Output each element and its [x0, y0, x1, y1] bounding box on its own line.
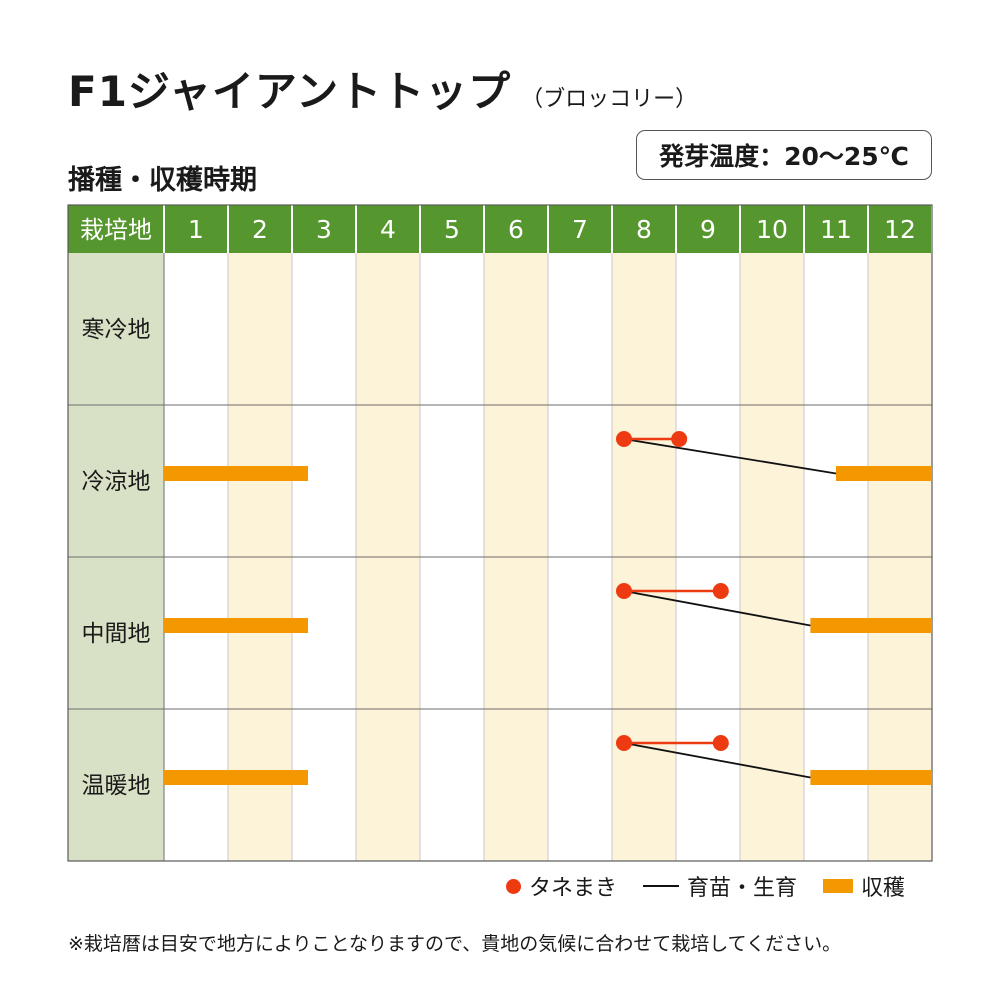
product-title: F1ジャイアントトップ	[68, 67, 512, 116]
region-label: 寒冷地	[82, 317, 151, 343]
harvest-bar	[810, 770, 932, 785]
month-tick-label: 12	[884, 215, 916, 244]
legend: タネまき 育苗・生育 収穫	[506, 870, 905, 902]
legend-sowing-label: タネまき	[529, 876, 618, 901]
month-tick-label: 4	[380, 215, 396, 244]
harvest-bar	[810, 618, 932, 633]
harvest-bar-icon	[823, 879, 854, 893]
month-tick-label: 1	[188, 215, 204, 244]
product-subtitle: （ブロッコリー）	[521, 87, 698, 112]
row-label-cell	[68, 557, 164, 709]
header-row	[68, 205, 932, 253]
month-tick-label: 3	[316, 215, 332, 244]
chart-border	[67, 204, 933, 862]
germination-temp-badge: 発芽温度：20〜25℃	[636, 130, 932, 180]
germination-temp-text: 発芽温度：20〜25℃	[659, 142, 909, 171]
sowing-dot	[616, 583, 632, 599]
footnote: ※栽培暦は目安で地方によりことなりますので、貴地の気候に合わせて栽培してください…	[68, 933, 842, 955]
sowing-dot	[616, 431, 632, 447]
legend-sowing: タネまき	[506, 870, 617, 902]
growth-line	[623, 438, 837, 475]
harvest-bar	[164, 466, 308, 481]
legend-harvest-label: 収穫	[861, 876, 906, 901]
row-label-cell	[68, 405, 164, 557]
nursery-end-dot	[671, 431, 688, 447]
harvest-bar	[164, 618, 308, 633]
nursery-end-dot	[712, 735, 729, 751]
month-tick-label: 7	[572, 215, 588, 244]
growth-line	[623, 742, 811, 779]
legend-nursery-label: 育苗・生育	[687, 876, 798, 901]
month-tick-label: 5	[444, 215, 460, 244]
section-title: 播種・収穫時期	[68, 165, 257, 196]
harvest-bar	[836, 466, 932, 481]
row-label-cell	[68, 709, 164, 861]
region-label: 温暖地	[82, 773, 151, 799]
row-label-cell	[68, 253, 164, 405]
sowing-dot-icon	[506, 878, 521, 894]
legend-harvest: 収穫	[823, 870, 905, 902]
chart-title-block: F1ジャイアントトップ （ブロッコリー）	[68, 58, 697, 119]
growth-line-icon	[643, 885, 680, 887]
month-tick-label: 9	[700, 215, 716, 244]
month-tick-label: 6	[508, 215, 524, 244]
month-tick-label: 2	[252, 215, 268, 244]
month-tick-label: 10	[756, 215, 788, 244]
sowing-dot	[616, 735, 632, 751]
region-label: 中間地	[82, 621, 151, 647]
growth-line	[623, 590, 811, 627]
nursery-end-dot	[712, 583, 729, 599]
month-tick-label: 8	[636, 215, 652, 244]
region-label: 冷涼地	[82, 469, 151, 495]
header-label: 栽培地	[80, 216, 152, 244]
legend-nursery: 育苗・生育	[643, 870, 797, 902]
harvest-bar	[164, 770, 308, 785]
month-tick-label: 11	[820, 215, 852, 244]
